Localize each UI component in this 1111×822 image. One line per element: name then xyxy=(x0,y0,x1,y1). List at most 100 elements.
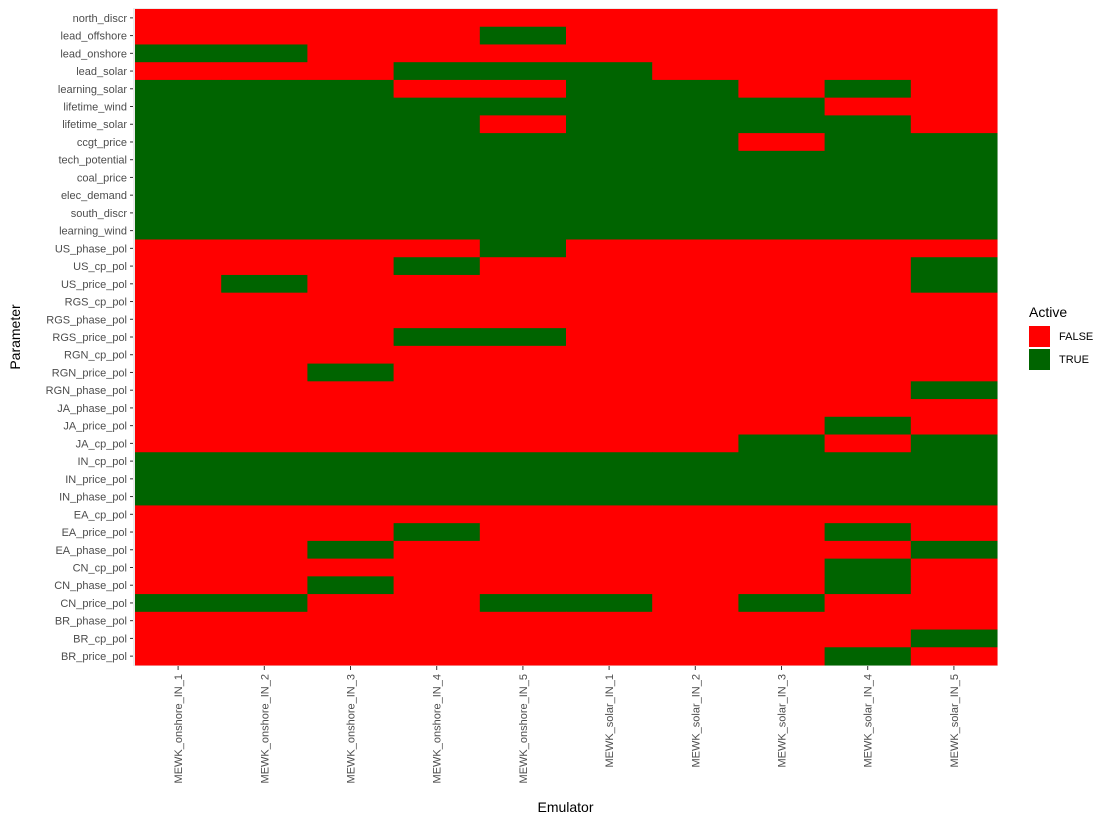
y-tick-label: elec_demand xyxy=(61,190,127,202)
heatmap-cell xyxy=(135,221,222,240)
heatmap-cell xyxy=(307,611,395,631)
heatmap-cell xyxy=(910,505,998,524)
legend-label-false: FALSE xyxy=(1059,331,1093,343)
y-tick-label: learning_wind xyxy=(59,226,127,238)
heatmap-cell xyxy=(566,44,653,63)
heatmap-cell xyxy=(824,292,912,311)
heatmap-cell xyxy=(910,257,998,276)
heatmap-cell xyxy=(910,186,998,205)
heatmap-cell xyxy=(221,133,308,152)
heatmap-cell xyxy=(910,629,998,648)
heatmap-cell xyxy=(221,399,308,418)
y-tick-label: EA_phase_pol xyxy=(55,545,127,557)
heatmap-cell xyxy=(393,487,481,506)
heatmap-cell xyxy=(824,381,912,400)
heatmap-cell xyxy=(910,274,998,294)
heatmap-cell xyxy=(393,611,481,631)
heatmap-cell xyxy=(393,345,481,365)
heatmap-cell xyxy=(824,523,912,542)
y-tick-label: IN_cp_pol xyxy=(77,456,127,468)
heatmap-cell xyxy=(824,558,912,577)
heatmap-cell xyxy=(566,328,653,347)
heatmap-cell xyxy=(479,62,567,81)
heatmap-cell xyxy=(910,221,998,240)
heatmap-cell xyxy=(910,363,998,382)
heatmap-cell xyxy=(479,257,567,276)
heatmap-cell xyxy=(307,363,395,382)
heatmap-cell xyxy=(221,416,308,436)
heatmap-cell xyxy=(393,629,481,648)
heatmap-cell xyxy=(135,310,222,329)
heatmap-cell xyxy=(652,416,739,436)
y-tick-label: ccgt_price xyxy=(77,137,127,149)
y-tick-label: learning_solar xyxy=(58,84,127,96)
heatmap-cell xyxy=(393,9,481,28)
heatmap-cell xyxy=(910,611,998,631)
heatmap-cell xyxy=(307,469,395,489)
heatmap-cell xyxy=(393,79,481,99)
heatmap-cell xyxy=(393,62,481,81)
heatmap-cell xyxy=(479,115,567,134)
heatmap-cell xyxy=(566,469,653,489)
heatmap-cell xyxy=(738,97,826,116)
heatmap-cell xyxy=(393,452,481,471)
heatmap-cell xyxy=(393,168,481,187)
heatmap-cell xyxy=(479,647,567,666)
heatmap-cell xyxy=(135,62,222,81)
heatmap-cell xyxy=(652,239,739,258)
heatmap-cell xyxy=(824,150,912,170)
heatmap-cell xyxy=(910,292,998,311)
heatmap-cell xyxy=(738,540,826,560)
heatmap-cell xyxy=(652,505,739,524)
heatmap-cell xyxy=(824,79,912,99)
x-tick-label: MEWK_solar_IN_4 xyxy=(863,674,875,768)
heatmap-cell xyxy=(824,469,912,489)
heatmap-cell xyxy=(479,629,567,648)
heatmap-cell xyxy=(307,345,395,365)
heatmap-cell xyxy=(393,328,481,347)
heatmap-cell xyxy=(824,647,912,666)
heatmap-cell xyxy=(479,558,567,577)
heatmap-cell xyxy=(221,257,308,276)
x-tick-label: MEWK_onshore_IN_4 xyxy=(432,674,444,783)
heatmap-cell xyxy=(221,345,308,365)
legend-label-true: TRUE xyxy=(1059,354,1089,366)
heatmap-cell xyxy=(479,168,567,187)
heatmap-cell xyxy=(135,186,222,205)
heatmap-cell xyxy=(479,9,567,28)
heatmap-cell xyxy=(393,576,481,595)
heatmap-cell xyxy=(135,115,222,134)
y-tick-label: south_discr xyxy=(71,208,128,220)
heatmap-cell xyxy=(135,257,222,276)
heatmap-cell xyxy=(652,79,739,99)
heatmap-cell xyxy=(824,487,912,506)
x-tick-label: MEWK_solar_IN_2 xyxy=(690,674,702,768)
heatmap-cell xyxy=(824,115,912,134)
heatmap-cell xyxy=(307,257,395,276)
heatmap-cell xyxy=(566,274,653,294)
y-tick-label: JA_phase_pol xyxy=(57,403,127,415)
heatmap-cell xyxy=(566,9,653,28)
y-tick-label: north_discr xyxy=(73,13,128,25)
y-tick-label: BR_cp_pol xyxy=(73,633,127,645)
heatmap-cell xyxy=(221,44,308,63)
heatmap-cell xyxy=(479,274,567,294)
heatmap-cell xyxy=(652,133,739,152)
y-tick-label: EA_price_pol xyxy=(62,527,127,539)
y-tick-label: RGN_price_pol xyxy=(52,367,127,379)
heatmap-cell xyxy=(652,44,739,63)
y-tick-label: BR_phase_pol xyxy=(55,616,127,628)
heatmap-cell xyxy=(393,204,481,223)
heatmap-cell xyxy=(221,239,308,258)
heatmap-cell xyxy=(393,26,481,45)
heatmap-cell xyxy=(910,345,998,365)
heatmap-cell xyxy=(652,115,739,134)
heatmap-cell xyxy=(738,611,826,631)
heatmap-cell xyxy=(221,97,308,116)
heatmap-cell xyxy=(910,44,998,63)
heatmap-cell xyxy=(135,487,222,506)
heatmap-cell xyxy=(221,629,308,648)
heatmap-cell xyxy=(307,115,395,134)
heatmap-cell xyxy=(566,221,653,240)
